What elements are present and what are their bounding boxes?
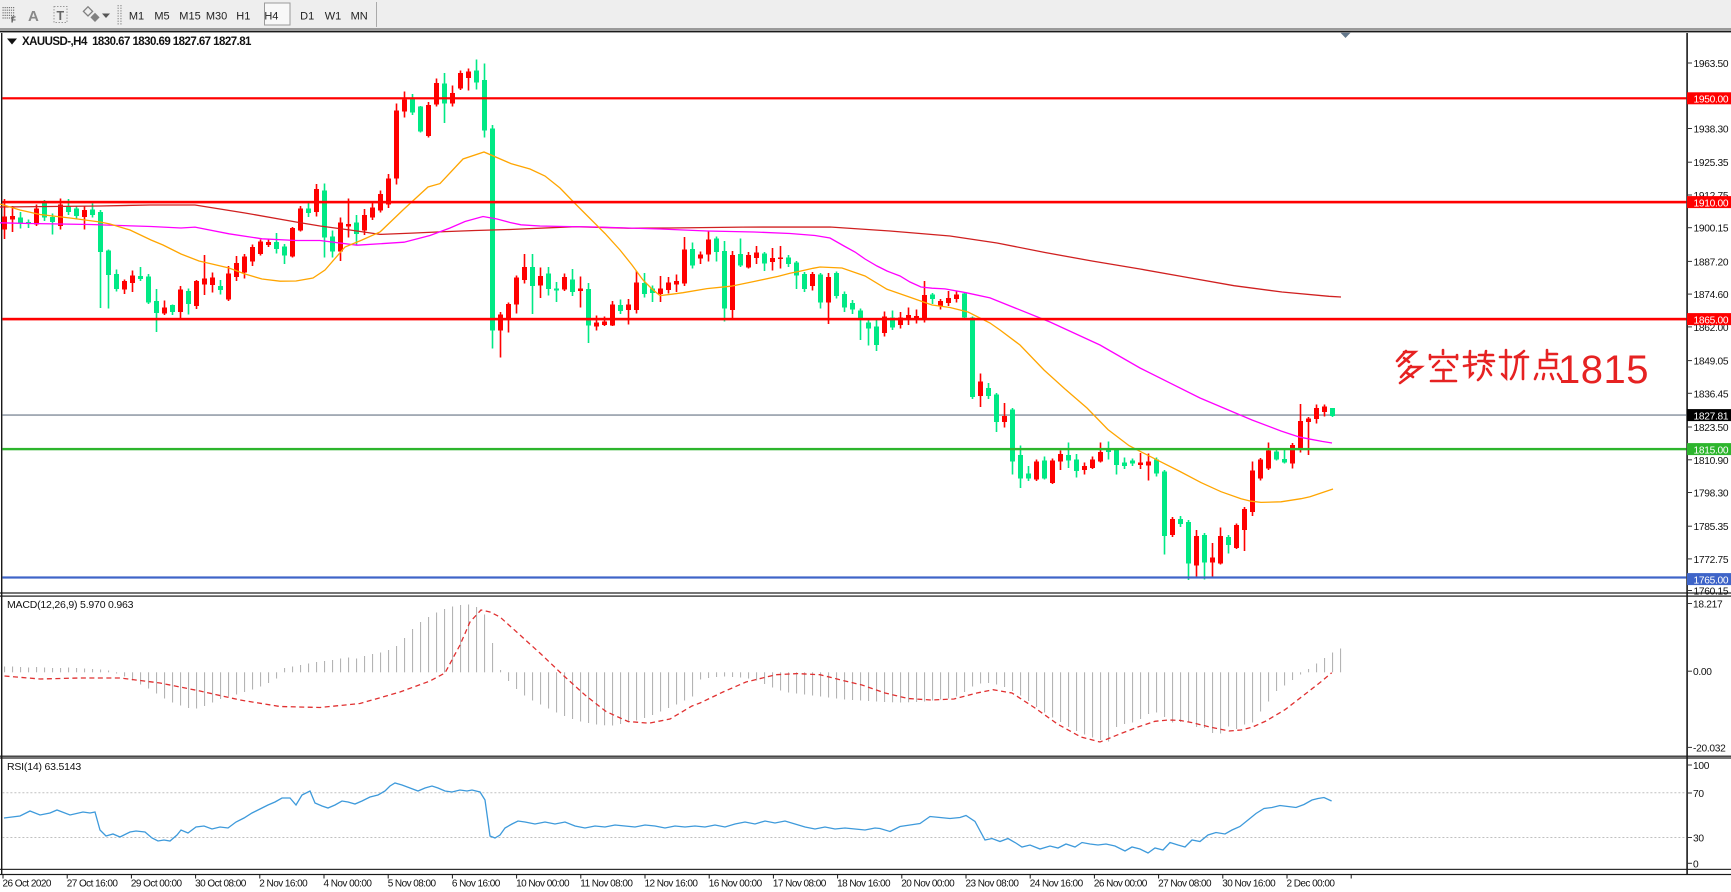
- svg-text:26 Nov 00:00: 26 Nov 00:00: [1094, 879, 1148, 890]
- svg-text:1910.00: 1910.00: [1694, 198, 1729, 209]
- svg-text:70: 70: [1693, 789, 1704, 800]
- svg-text:1874.60: 1874.60: [1694, 290, 1729, 301]
- svg-text:6 Nov 16:00: 6 Nov 16:00: [452, 879, 501, 890]
- svg-text:T: T: [57, 9, 65, 23]
- svg-text:24 Nov 16:00: 24 Nov 16:00: [1030, 879, 1084, 890]
- svg-text:W1: W1: [325, 11, 342, 23]
- svg-text:27 Oct 16:00: 27 Oct 16:00: [67, 879, 119, 890]
- svg-text:1963.50: 1963.50: [1694, 59, 1729, 70]
- svg-text:1798.30: 1798.30: [1694, 489, 1729, 500]
- svg-text:1827.81: 1827.81: [1694, 411, 1729, 422]
- svg-text:1760.15: 1760.15: [1694, 587, 1729, 598]
- svg-text:M1: M1: [129, 11, 144, 23]
- svg-text:1785.35: 1785.35: [1694, 522, 1729, 533]
- svg-text:1938.30: 1938.30: [1694, 125, 1729, 136]
- svg-text:H1: H1: [236, 11, 250, 23]
- svg-text:29 Oct 00:00: 29 Oct 00:00: [131, 879, 183, 890]
- svg-text:16 Nov 00:00: 16 Nov 00:00: [709, 879, 763, 890]
- svg-text:1900.15: 1900.15: [1694, 224, 1729, 235]
- svg-text:4 Nov 00:00: 4 Nov 00:00: [324, 879, 373, 890]
- svg-text:0.00: 0.00: [1693, 667, 1712, 678]
- svg-text:27 Nov 08:00: 27 Nov 08:00: [1158, 879, 1212, 890]
- svg-text:30 Oct 08:00: 30 Oct 08:00: [195, 879, 247, 890]
- svg-text:MACD(12,26,9) 5.970 0.963: MACD(12,26,9) 5.970 0.963: [7, 599, 134, 611]
- svg-text:1849.05: 1849.05: [1694, 357, 1729, 368]
- svg-text:26 Oct 2020: 26 Oct 2020: [3, 879, 52, 890]
- svg-text:11 Nov 08:00: 11 Nov 08:00: [580, 879, 633, 890]
- svg-text:M30: M30: [206, 11, 227, 23]
- svg-text:0: 0: [1693, 859, 1699, 870]
- svg-text:30 Nov 16:00: 30 Nov 16:00: [1222, 879, 1276, 890]
- svg-text:20 Nov 00:00: 20 Nov 00:00: [901, 879, 955, 890]
- svg-text:H4: H4: [264, 11, 278, 23]
- svg-text:-20.032: -20.032: [1693, 743, 1726, 754]
- svg-text:1810.90: 1810.90: [1694, 456, 1729, 467]
- svg-text:18 Nov 16:00: 18 Nov 16:00: [837, 879, 891, 890]
- svg-text:23 Nov 08:00: 23 Nov 08:00: [966, 879, 1020, 890]
- svg-text:2 Nov 16:00: 2 Nov 16:00: [259, 879, 308, 890]
- svg-text:F: F: [11, 16, 16, 25]
- svg-text:5 Nov 08:00: 5 Nov 08:00: [388, 879, 437, 890]
- svg-text:30: 30: [1693, 834, 1704, 845]
- svg-text:12 Nov 16:00: 12 Nov 16:00: [645, 879, 699, 890]
- svg-text:M15: M15: [179, 11, 200, 23]
- svg-text:1765.00: 1765.00: [1694, 575, 1729, 586]
- svg-text:1950.00: 1950.00: [1694, 95, 1729, 106]
- svg-text:1823.50: 1823.50: [1694, 423, 1729, 434]
- svg-text:MN: MN: [351, 11, 368, 23]
- svg-text:2 Dec 00:00: 2 Dec 00:00: [1287, 879, 1336, 890]
- svg-text:1862.00: 1862.00: [1694, 323, 1729, 334]
- svg-text:100: 100: [1693, 761, 1710, 772]
- svg-text:17 Nov 08:00: 17 Nov 08:00: [773, 879, 827, 890]
- svg-text:A: A: [28, 8, 39, 25]
- svg-text:1865.00: 1865.00: [1694, 315, 1729, 326]
- svg-text:18.217: 18.217: [1693, 600, 1723, 611]
- svg-text:1925.35: 1925.35: [1694, 158, 1729, 169]
- svg-text:D1: D1: [300, 11, 314, 23]
- svg-text:RSI(14) 63.5143: RSI(14) 63.5143: [7, 761, 81, 773]
- svg-text:1815: 1815: [1558, 348, 1649, 392]
- svg-text:M5: M5: [154, 11, 169, 23]
- svg-text:10 Nov 00:00: 10 Nov 00:00: [516, 879, 570, 890]
- svg-text:XAUUSD-,H4 1830.67 1830.69 18: XAUUSD-,H4 1830.67 1830.69 1827.67 1827.…: [22, 36, 252, 48]
- svg-text:1815.00: 1815.00: [1694, 445, 1729, 456]
- svg-text:1887.20: 1887.20: [1694, 257, 1729, 268]
- svg-text:1836.45: 1836.45: [1694, 389, 1729, 400]
- svg-text:1772.75: 1772.75: [1694, 555, 1729, 566]
